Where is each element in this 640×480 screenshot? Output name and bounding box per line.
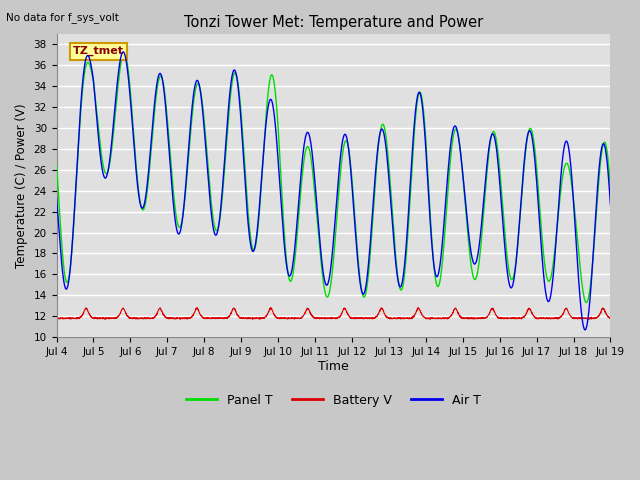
Y-axis label: Temperature (C) / Power (V): Temperature (C) / Power (V) [15, 103, 28, 268]
X-axis label: Time: Time [318, 360, 349, 372]
Title: Tonzi Tower Met: Temperature and Power: Tonzi Tower Met: Temperature and Power [184, 15, 483, 30]
Text: TZ_tmet: TZ_tmet [73, 46, 124, 56]
Legend: Panel T, Battery V, Air T: Panel T, Battery V, Air T [181, 389, 486, 412]
Text: No data for f_sys_volt: No data for f_sys_volt [6, 12, 119, 23]
